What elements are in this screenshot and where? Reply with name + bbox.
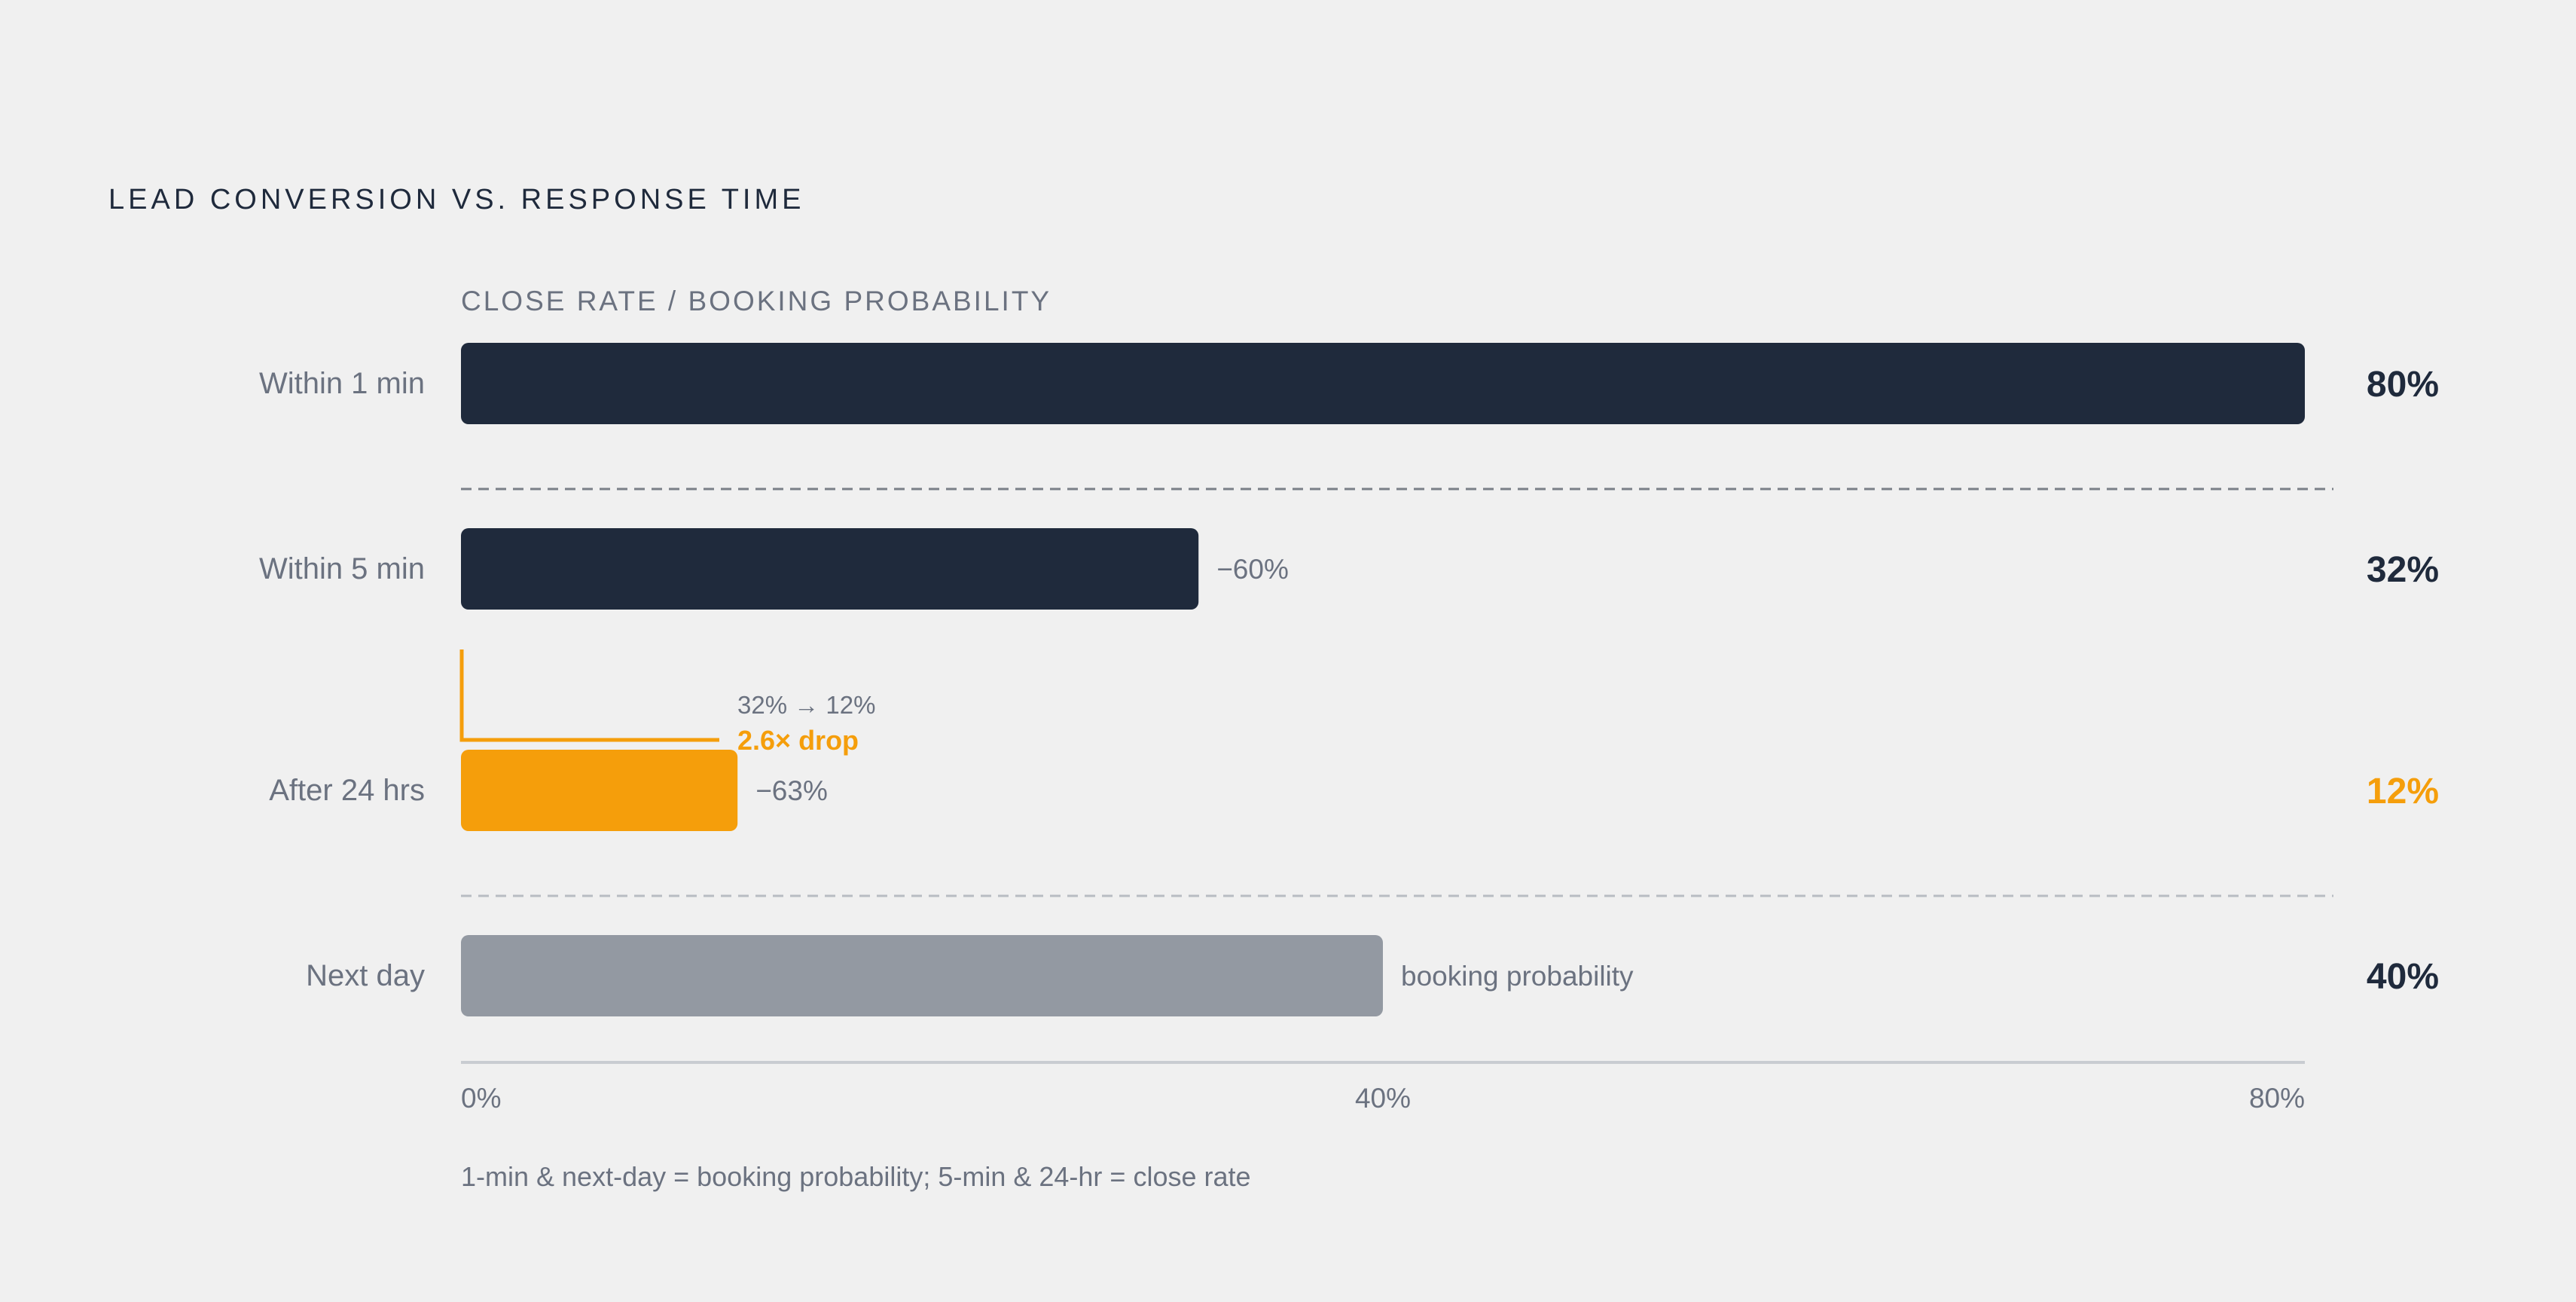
x-tick-label: 40% xyxy=(1355,1083,1411,1114)
category-label: Within 5 min xyxy=(259,552,425,585)
value-label: 12% xyxy=(2367,772,2439,811)
bar xyxy=(461,935,1383,1016)
bar xyxy=(461,528,1199,610)
chart-subtitle: CLOSE RATE / BOOKING PROBABILITY xyxy=(461,286,1051,316)
callout-highlight-text: 2.6× drop xyxy=(737,725,859,756)
category-label: Next day xyxy=(306,959,425,992)
category-label: Within 1 min xyxy=(259,367,425,400)
chart-footnote: 1-min & next-day = booking probability; … xyxy=(461,1161,1251,1192)
bar-annotation: −63% xyxy=(755,775,828,806)
callout-range-text: 32% → 12% xyxy=(737,691,875,719)
value-label: 80% xyxy=(2367,365,2439,405)
bar-annotation: booking probability xyxy=(1401,961,1634,992)
bar xyxy=(461,750,738,831)
value-label: 32% xyxy=(2367,550,2439,590)
x-tick-label: 0% xyxy=(461,1083,501,1114)
bar xyxy=(461,343,2305,424)
category-label: After 24 hrs xyxy=(269,774,425,807)
chart-title: LEAD CONVERSION VS. RESPONSE TIME xyxy=(108,184,805,215)
callout-bracket xyxy=(459,649,719,742)
value-label: 40% xyxy=(2367,957,2439,997)
x-tick-label: 80% xyxy=(2249,1083,2305,1114)
bar-annotation: −60% xyxy=(1216,554,1289,585)
